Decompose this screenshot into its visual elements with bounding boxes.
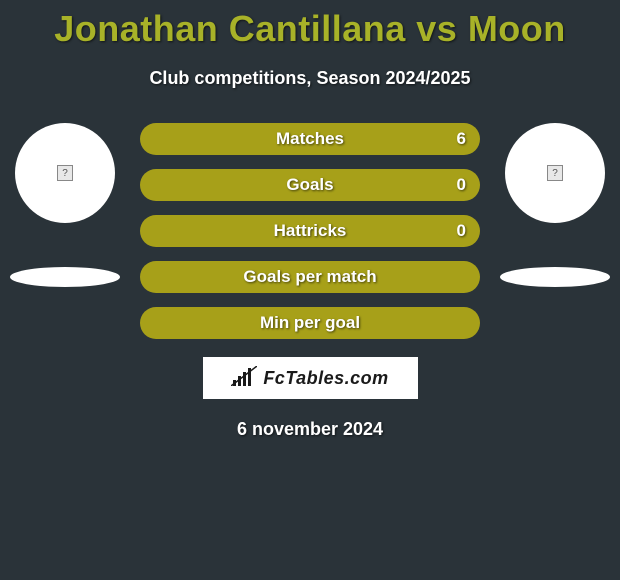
page-title: Jonathan Cantillana vs Moon	[0, 0, 620, 50]
stat-value: 6	[457, 129, 466, 149]
stat-bar-min-per-goal: Min per goal	[140, 307, 480, 339]
stat-bar-hattricks: Hattricks 0	[140, 215, 480, 247]
player-right-column: ?	[500, 123, 610, 287]
stat-value: 0	[457, 221, 466, 241]
stat-bar-goals-per-match: Goals per match	[140, 261, 480, 293]
bar-chart-icon	[231, 366, 257, 391]
stat-bar-goals: Goals 0	[140, 169, 480, 201]
stat-label: Goals	[286, 175, 333, 195]
stats-column: Matches 6 Goals 0 Hattricks 0 Goals per …	[140, 123, 480, 339]
player-right-avatar: ?	[505, 123, 605, 223]
player-left-avatar: ?	[15, 123, 115, 223]
player-left-shadow	[10, 267, 120, 287]
brand-logo[interactable]: FcTables.com	[203, 357, 418, 399]
broken-image-icon: ?	[57, 165, 73, 181]
brand-name: FcTables.com	[263, 368, 388, 389]
stat-label: Hattricks	[274, 221, 347, 241]
main-row: ? Matches 6 Goals 0 Hattricks 0 Goals pe…	[0, 123, 620, 339]
broken-image-icon: ?	[547, 165, 563, 181]
player-right-shadow	[500, 267, 610, 287]
page-subtitle: Club competitions, Season 2024/2025	[0, 68, 620, 89]
stat-bar-matches: Matches 6	[140, 123, 480, 155]
date-line: 6 november 2024	[0, 419, 620, 440]
stat-label: Matches	[276, 129, 344, 149]
stat-value: 0	[457, 175, 466, 195]
player-left-column: ?	[10, 123, 120, 287]
comparison-card: Jonathan Cantillana vs Moon Club competi…	[0, 0, 620, 440]
stat-label: Goals per match	[243, 267, 376, 287]
stat-label: Min per goal	[260, 313, 360, 333]
